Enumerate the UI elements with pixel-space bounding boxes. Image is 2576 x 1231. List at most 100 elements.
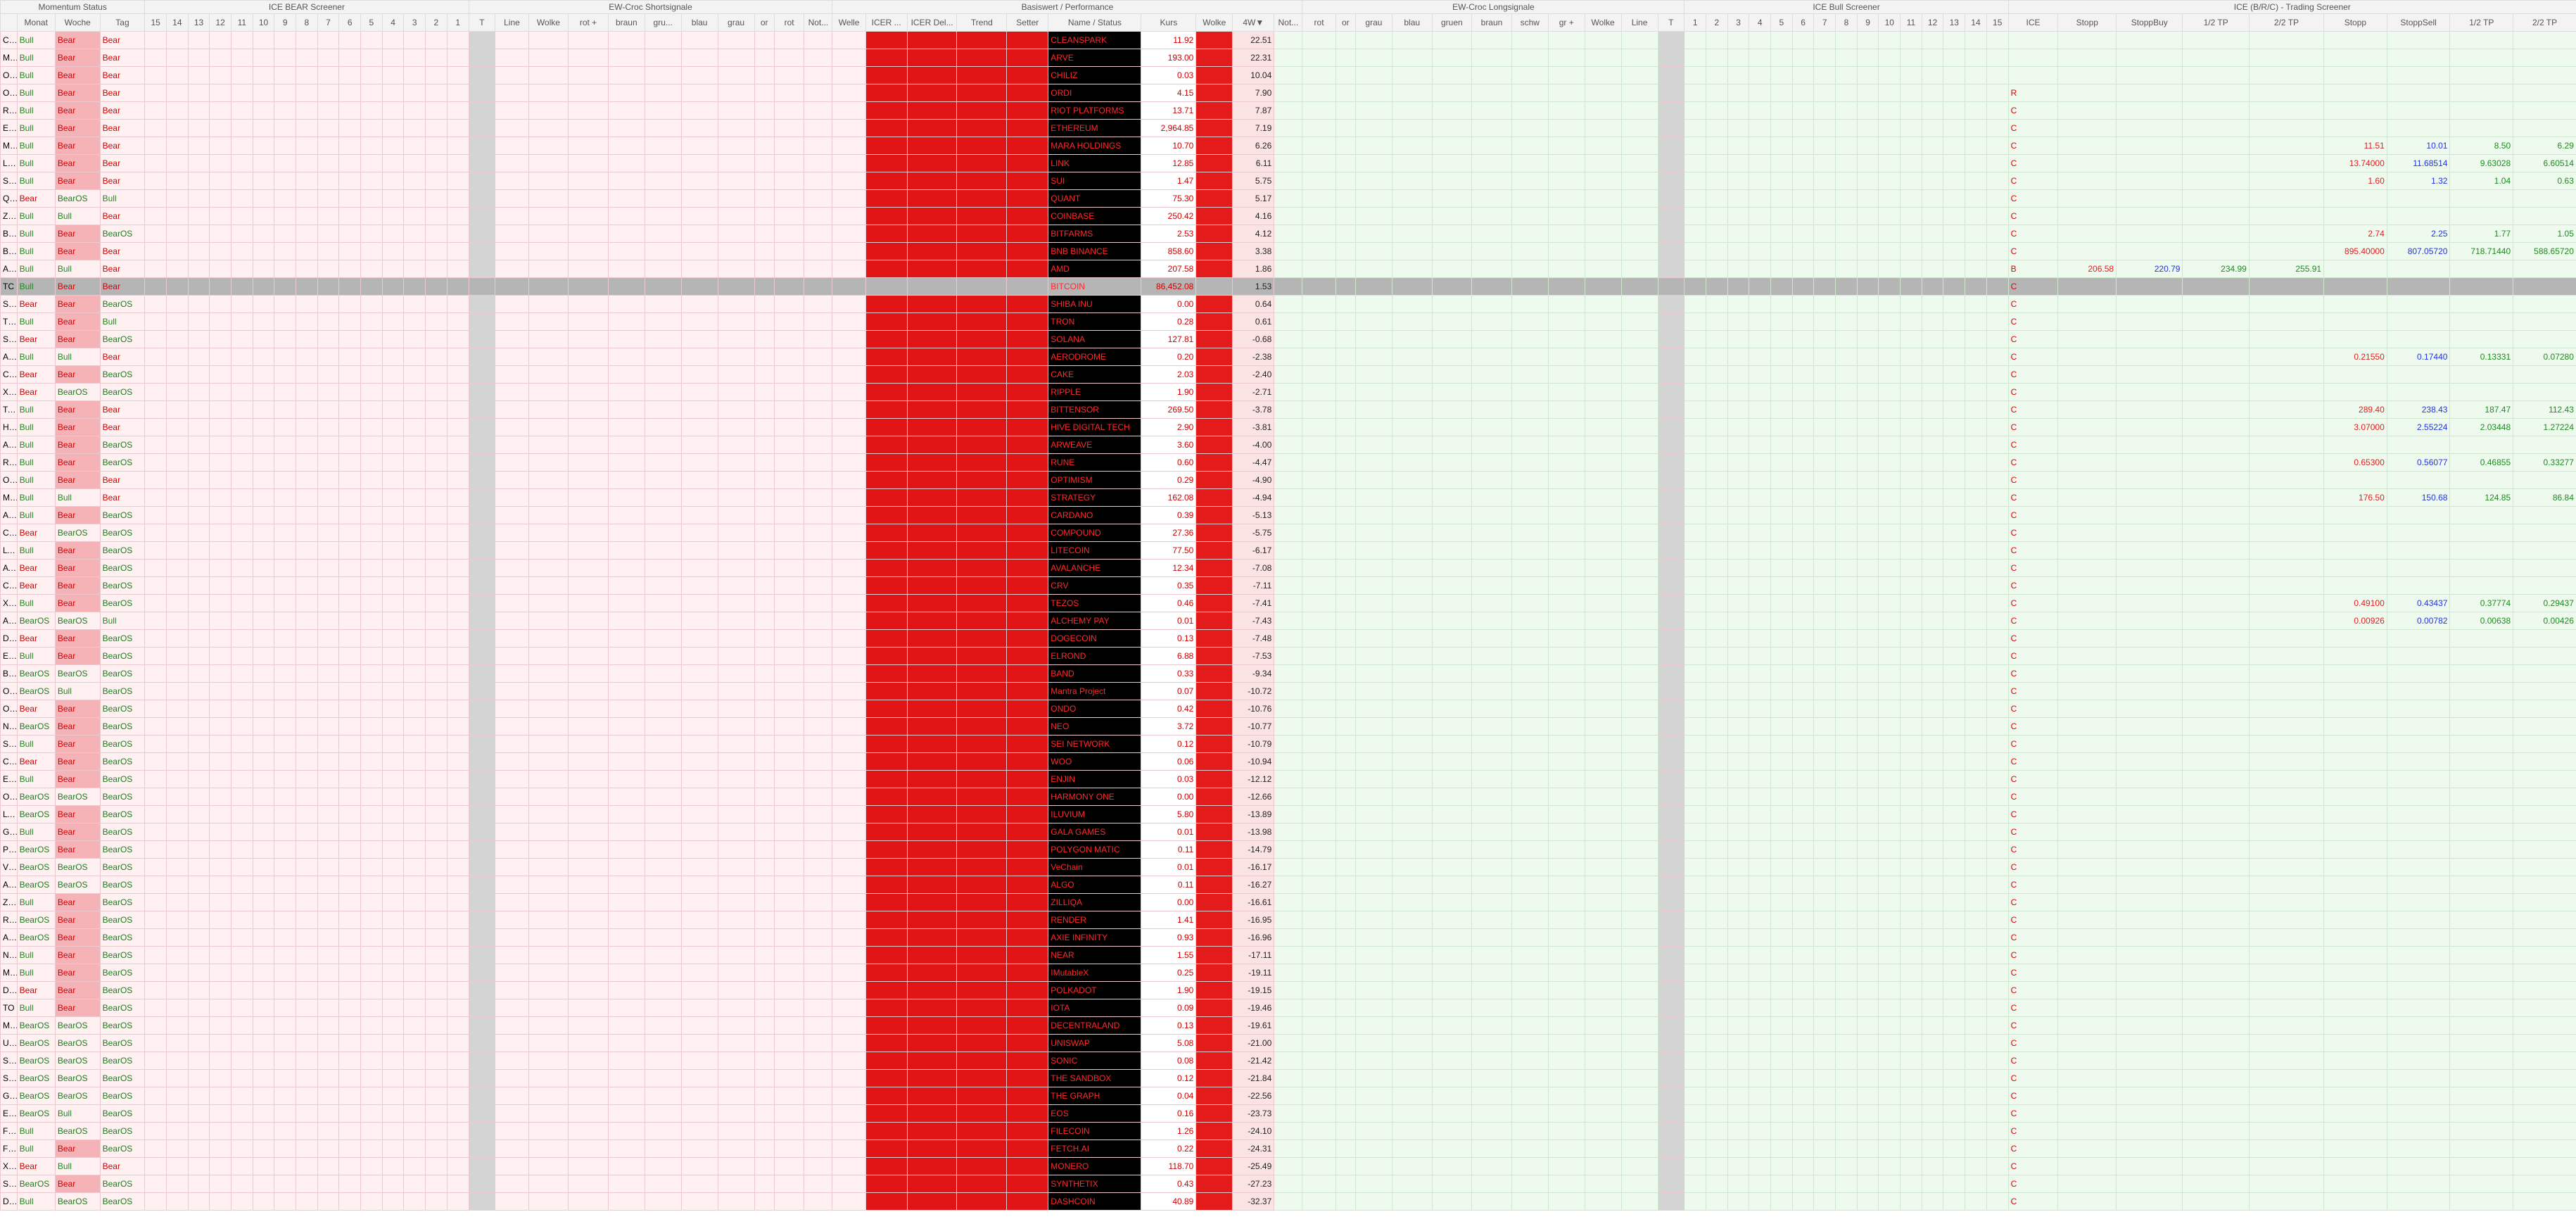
momentum-week: Bull xyxy=(54,1104,101,1123)
cell xyxy=(2182,717,2250,736)
cell xyxy=(2323,752,2387,771)
cell xyxy=(1354,137,1392,155)
cell xyxy=(231,84,253,102)
cell xyxy=(804,946,833,964)
cell xyxy=(1547,400,1585,419)
cell xyxy=(865,770,908,788)
cell xyxy=(381,260,405,278)
cell xyxy=(2057,1104,2117,1123)
cell xyxy=(446,524,469,542)
cell xyxy=(1706,189,1728,208)
cell xyxy=(754,700,775,718)
cell xyxy=(1302,1140,1336,1158)
cell xyxy=(804,752,833,771)
cell xyxy=(1511,559,1549,577)
cell xyxy=(1943,576,1966,595)
cell xyxy=(1431,1016,1473,1035)
cell xyxy=(1921,84,1944,102)
cell xyxy=(1835,964,1858,982)
cell xyxy=(1274,911,1303,929)
cell xyxy=(1006,383,1049,401)
cell xyxy=(680,858,718,876)
cell xyxy=(1391,277,1433,296)
cell xyxy=(144,559,167,577)
cell xyxy=(717,295,755,313)
cell xyxy=(1921,488,1944,507)
cell xyxy=(425,928,448,947)
cell xyxy=(187,735,210,753)
cell xyxy=(209,154,231,172)
cell xyxy=(528,260,569,278)
cell xyxy=(2248,277,2325,296)
cell xyxy=(468,1087,496,1105)
cell xyxy=(1986,858,2009,876)
cell xyxy=(338,928,362,947)
cell xyxy=(607,805,645,823)
cell xyxy=(1727,207,1750,225)
cell xyxy=(425,365,448,384)
ticker: EGL xyxy=(0,647,18,665)
cell xyxy=(1965,594,1987,612)
cell xyxy=(1195,928,1233,947)
cell xyxy=(1657,506,1685,524)
cell xyxy=(1391,1157,1433,1175)
cell xyxy=(1856,805,1879,823)
cell xyxy=(2513,313,2576,331)
ice-signal: C xyxy=(2007,488,2059,507)
cell xyxy=(1791,418,1815,436)
momentum-month: BearOS xyxy=(16,840,56,859)
cell xyxy=(1921,119,1944,137)
cell xyxy=(2449,999,2514,1017)
cell xyxy=(1965,436,1987,454)
cell xyxy=(956,893,1008,911)
cell xyxy=(381,576,405,595)
cell xyxy=(528,506,569,524)
cell xyxy=(1471,876,1512,894)
cell xyxy=(1302,559,1336,577)
cell xyxy=(2323,1016,2387,1035)
price: 207.58 xyxy=(1141,260,1197,278)
momentum-day: BearOS xyxy=(99,770,146,788)
cell xyxy=(252,488,275,507)
cell xyxy=(1791,876,1815,894)
cell xyxy=(1547,207,1585,225)
price: 4.15 xyxy=(1141,84,1197,102)
cell xyxy=(1391,365,1433,384)
cell xyxy=(1943,1052,1966,1070)
cell xyxy=(2449,559,2514,577)
cell xyxy=(1727,1052,1750,1070)
cell xyxy=(956,471,1008,489)
cell xyxy=(495,964,529,982)
cell xyxy=(252,629,275,648)
cell xyxy=(338,242,362,260)
price: 0.11 xyxy=(1141,840,1197,859)
cell xyxy=(773,365,805,384)
cell xyxy=(2449,1016,2514,1035)
cell xyxy=(1584,541,1622,560)
cell xyxy=(1727,700,1750,718)
cell xyxy=(468,137,496,155)
column-header: Not... xyxy=(804,13,833,32)
cell xyxy=(1547,876,1585,894)
ice-signal: C xyxy=(2007,207,2059,225)
cell xyxy=(1900,154,1922,172)
cell xyxy=(1727,1087,1750,1105)
cell xyxy=(773,471,805,489)
cell xyxy=(468,1052,496,1070)
cell xyxy=(1900,365,1922,384)
cell xyxy=(1547,101,1585,120)
cell xyxy=(1274,981,1303,999)
cell xyxy=(2248,172,2325,190)
cell xyxy=(1195,1122,1233,1140)
cell xyxy=(1684,858,1707,876)
cell xyxy=(1431,207,1473,225)
cell xyxy=(2386,119,2451,137)
cell xyxy=(1195,242,1233,260)
cell xyxy=(252,541,275,560)
cell xyxy=(1195,295,1233,313)
cell xyxy=(1547,964,1585,982)
cell xyxy=(607,1069,645,1087)
cell xyxy=(1584,1122,1622,1140)
cell xyxy=(804,524,833,542)
cell xyxy=(1706,400,1728,419)
